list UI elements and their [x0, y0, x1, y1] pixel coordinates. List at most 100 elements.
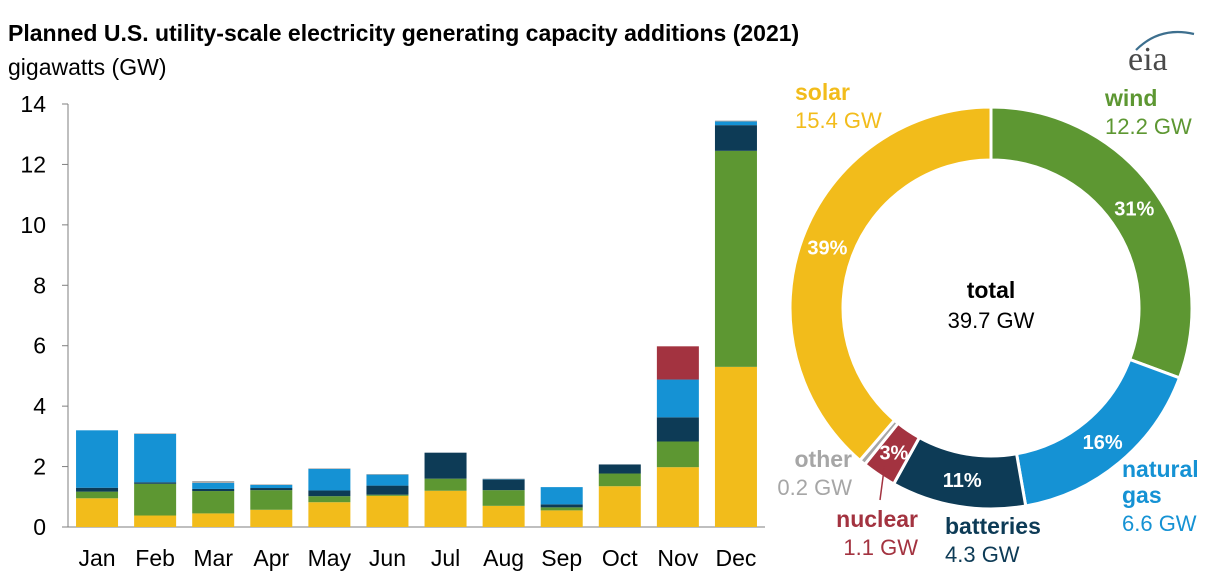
eia-logo-swoosh	[1135, 30, 1195, 51]
bar-segment-solar	[656, 467, 699, 527]
y-tick-label: 2	[33, 454, 46, 480]
bar-segment-solar	[598, 486, 641, 527]
y-tick-label: 10	[20, 212, 46, 238]
donut-center-value: 39.7 GW	[948, 308, 1035, 333]
donut-slice-solar	[788, 105, 993, 463]
bar-segment-batteries	[424, 452, 467, 479]
bar-segment-batteries	[76, 487, 119, 492]
bar-segment-other	[134, 433, 177, 434]
x-tick-label: Aug	[483, 545, 524, 571]
bar-segment-other	[192, 481, 235, 483]
y-tick-label: 8	[33, 272, 46, 298]
slice-label-solar: solar	[795, 79, 850, 105]
slice-label-batteries: batteries	[945, 513, 1041, 539]
bar-segment-wind	[192, 491, 235, 514]
bar-segment-solar	[308, 502, 351, 527]
bar-segment-natural-gas	[366, 474, 409, 486]
x-tick-label: May	[308, 545, 352, 571]
bar-segment-wind	[76, 491, 119, 499]
bar-segment-solar	[424, 490, 467, 527]
bar-segment-nuclear	[656, 346, 699, 380]
bar-segment-solar	[366, 495, 409, 527]
bar-segment-solar	[134, 515, 177, 527]
slice-label-natural-gas: gas	[1122, 482, 1162, 508]
donut-percent-label: 11%	[943, 470, 982, 492]
bar-segment-batteries	[598, 464, 641, 474]
bar-segment-natural-gas	[540, 487, 583, 505]
bar-segment-batteries	[308, 490, 351, 497]
bar-segment-batteries	[482, 479, 525, 491]
donut-center-label: total	[967, 277, 1016, 303]
bar-segment-natural-gas	[308, 468, 351, 491]
bar-segment-natural-gas	[250, 485, 293, 489]
slice-value-other: 0.2 GW	[777, 475, 852, 500]
chart-subtitle: gigawatts (GW)	[8, 54, 167, 80]
slice-value-batteries: 4.3 GW	[945, 542, 1020, 567]
x-tick-label: Nov	[657, 545, 698, 571]
donut-percent-label: 31%	[1114, 198, 1154, 220]
bar-segment-solar	[540, 510, 583, 527]
x-tick-label: Jul	[431, 545, 460, 571]
slice-label-natural-gas: natural	[1122, 456, 1199, 482]
slice-value-wind: 12.2 GW	[1105, 114, 1192, 139]
bar-segment-natural-gas	[656, 379, 699, 418]
x-tick-label: Apr	[253, 545, 289, 571]
bar-segment-wind	[598, 473, 641, 487]
slice-label-nuclear: nuclear	[836, 506, 918, 532]
donut-percent-label: 39%	[807, 237, 847, 259]
y-tick-label: 6	[33, 333, 46, 359]
bar-segment-batteries	[366, 485, 409, 495]
bar-segment-other	[250, 484, 293, 486]
nuclear-leader-line	[879, 466, 886, 501]
stacked-bar-chart: 0 2 4 6 8 10 12 14 Jan Feb Mar Apr May Jun Jul Aug Sep Oc…	[20, 91, 765, 571]
bar-segment-solar	[250, 509, 293, 527]
eia-logo: eia	[1128, 30, 1195, 78]
bar-segment-natural-gas	[76, 430, 119, 488]
x-tick-label: Jan	[78, 545, 115, 571]
x-tick-label: Feb	[135, 545, 175, 571]
bar-segment-batteries	[656, 417, 699, 442]
bar-segment-batteries	[134, 482, 177, 484]
y-tick-label: 14	[20, 91, 46, 117]
x-tick-label: Dec	[716, 545, 757, 571]
bar-segment-other	[714, 120, 757, 122]
bar-segment-wind	[134, 483, 177, 516]
bar-segment-wind	[540, 507, 583, 511]
slice-value-natural-gas: 6.6 GW	[1122, 511, 1197, 536]
x-tick-label: Sep	[541, 545, 582, 571]
donut-slice-wind	[989, 105, 1194, 380]
bar-segment-batteries	[250, 488, 293, 491]
bar-segment-solar	[714, 366, 757, 527]
slice-value-nuclear: 1.1 GW	[843, 535, 918, 560]
bar-segment-wind	[424, 478, 467, 491]
slice-value-solar: 15.4 GW	[795, 108, 882, 133]
bar-segment-wind	[308, 496, 351, 503]
bar-segment-solar	[482, 505, 525, 527]
slice-label-wind: wind	[1104, 85, 1157, 111]
bar-segment-other	[482, 478, 525, 480]
donut-percent-label: 3%	[879, 442, 908, 464]
y-tick-label: 12	[20, 151, 46, 177]
bar-segment-batteries	[714, 125, 757, 151]
chart-title: Planned U.S. utility-scale electricity g…	[8, 20, 800, 46]
eia-logo-text: eia	[1128, 41, 1168, 78]
bar-segment-natural-gas	[714, 121, 757, 126]
bar-segment-other	[308, 468, 351, 469]
bar-segment-wind	[366, 494, 409, 496]
bar-segment-natural-gas	[482, 478, 525, 480]
x-tick-label: Jun	[369, 545, 406, 571]
bar-segment-batteries	[540, 504, 583, 508]
slice-label-other: other	[795, 446, 853, 472]
donut-percent-label: 16%	[1083, 432, 1123, 454]
bar-segment-wind	[714, 150, 757, 367]
x-tick-label: Oct	[602, 545, 638, 571]
bar-segment-natural-gas	[192, 482, 235, 489]
bar-segment-batteries	[192, 488, 235, 492]
bar-segment-wind	[482, 490, 525, 506]
donut-chart: 31% 16% 11% 3% 39% total 39.7 GW wind 12.2 GW nat…	[777, 79, 1198, 567]
bar-segment-natural-gas	[134, 433, 177, 483]
bar-segment-other	[366, 474, 409, 475]
bar-segment-wind	[656, 441, 699, 468]
y-tick-label: 0	[33, 514, 46, 540]
